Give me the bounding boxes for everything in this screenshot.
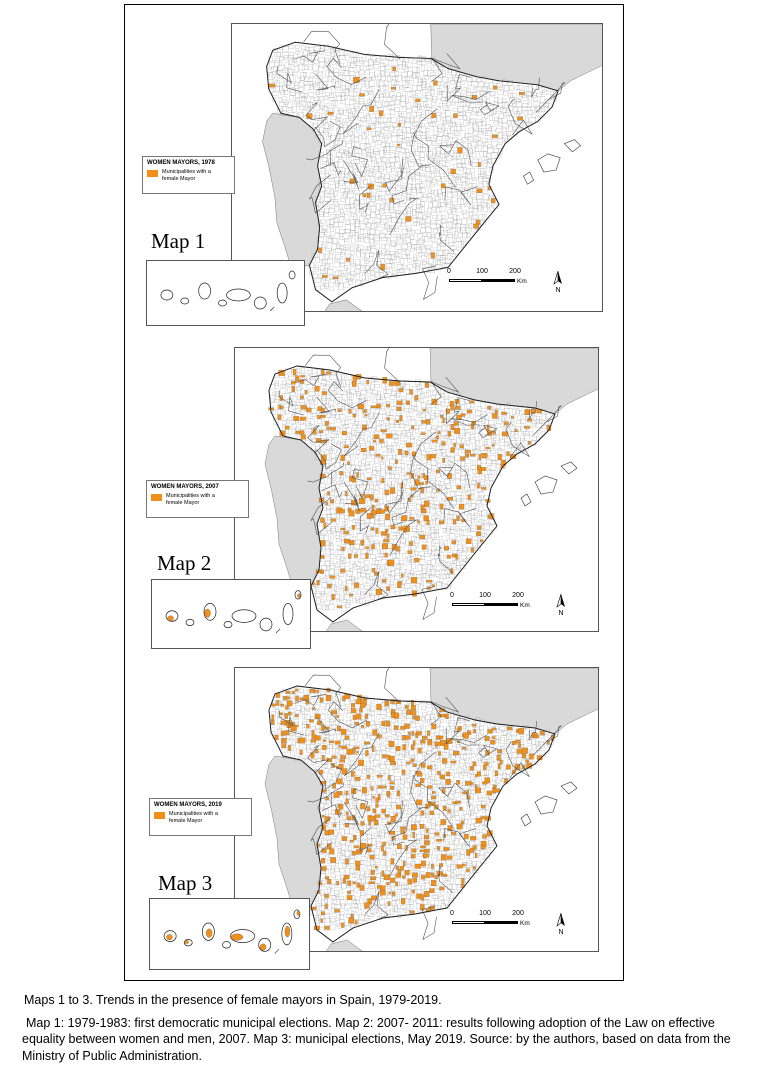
map-1-legend: WOMEN MAYORS, 1978 Municipalities with a… [142, 156, 235, 194]
north-label: N [558, 929, 564, 936]
map-1-spain [262, 24, 602, 311]
legend-item-label: Municipalities with a female Mayor [169, 811, 218, 824]
canary-island [226, 288, 251, 302]
province-borders [278, 348, 563, 621]
map-1-scale-bar: 0 100 200 Km [447, 268, 539, 290]
legend-title: WOMEN MAYORS, 2019 [154, 802, 222, 808]
female-mayor-municipalities [268, 369, 551, 608]
canary-island [288, 270, 296, 280]
female-mayor-municipalities [271, 687, 554, 931]
scale-bar-white [449, 279, 482, 282]
figure-frame: WOMEN MAYORS, 1978 Municipalities with a… [124, 4, 624, 981]
canary-island [231, 609, 257, 623]
canary-islands-map [163, 909, 301, 954]
balearic-island [520, 493, 532, 507]
portugal-landmass [262, 112, 322, 268]
scale-bar-black [485, 921, 518, 924]
legend-title: WOMEN MAYORS, 2007 [151, 484, 219, 490]
balearic-island [534, 795, 558, 815]
scale-unit: Km [517, 278, 527, 285]
balearic-island [520, 813, 532, 827]
balearic-island [537, 153, 561, 173]
scale-tick: 0 [447, 268, 451, 275]
scale-tick: 200 [509, 268, 521, 275]
figure-caption: Maps 1 to 3. Trends in the presence of f… [22, 992, 747, 1064]
municipality-borders [269, 687, 555, 931]
map-2-north-arrow: N [555, 593, 567, 617]
legend-title: WOMEN MAYORS, 1978 [147, 160, 215, 166]
legend-item-label: Municipalities with a female Mayor [166, 493, 215, 506]
balearic-island [523, 171, 535, 185]
caption-title: Maps 1 to 3. Trends in the presence of f… [24, 993, 442, 1007]
africa-landmass [326, 939, 363, 951]
scale-tick: 100 [476, 268, 488, 275]
scale-tick: 200 [512, 592, 524, 599]
map-2-legend: WOMEN MAYORS, 2007 Municipalities with a… [146, 480, 249, 518]
scale-unit: Km [520, 602, 530, 609]
canary-island [218, 299, 227, 307]
scale-bar-white [452, 921, 485, 924]
scale-tick: 0 [450, 592, 454, 599]
balearic-island [534, 475, 558, 495]
scale-tick: 0 [450, 910, 454, 917]
portugal-landmass [264, 435, 324, 589]
canary-island [253, 296, 267, 310]
map-3-spain [264, 668, 598, 951]
canary-island [223, 620, 233, 629]
map-2-title: Map 2 [157, 551, 212, 575]
canary-island [160, 289, 174, 301]
province-borders [276, 24, 566, 300]
map-3-panel [234, 667, 599, 952]
scale-tick: 200 [512, 910, 524, 917]
canary-island [180, 297, 190, 305]
canary-island [282, 602, 294, 625]
municipality-borders [268, 367, 553, 612]
legend-swatch [147, 170, 158, 177]
balearic-island [560, 461, 578, 475]
africa-landmass [326, 619, 363, 631]
female-mayor-municipalities [269, 66, 525, 279]
map-3-title: Map 3 [158, 871, 213, 895]
scale-tick: 100 [479, 910, 491, 917]
canary-island [198, 282, 211, 300]
africa-landmass [324, 299, 363, 311]
map-1-title: Map 1 [151, 229, 206, 253]
scale-bar-black [485, 603, 518, 606]
scale-bar-white [452, 603, 485, 606]
scale-unit: Km [520, 920, 530, 927]
map-1-north-arrow: N [552, 270, 564, 294]
north-arrow-icon [556, 593, 565, 608]
canary-islands-map [160, 270, 296, 312]
legend-item-label: Municipalities with a female Mayor [162, 169, 211, 182]
canary-island [276, 282, 288, 304]
portugal-landmass [264, 755, 324, 909]
map-3-north-arrow: N [555, 912, 567, 936]
legend-swatch [154, 812, 165, 819]
canary-island [259, 617, 273, 632]
canary-islands-map [165, 590, 302, 634]
province-borders [278, 668, 563, 941]
north-label: N [558, 610, 564, 617]
scale-bar-black [482, 279, 515, 282]
canary-island [222, 941, 231, 949]
legend-swatch [151, 494, 162, 501]
map-2-spain [264, 348, 598, 631]
balearic-island [560, 781, 578, 795]
map-2-scale-bar: 0 100 200 Km [450, 592, 542, 614]
map-3-canary-inset [149, 898, 310, 970]
map-1-canary-inset [146, 260, 305, 326]
canary-island [185, 618, 195, 626]
caption-notes: Map 1: 1979-1983: first democratic munic… [22, 1015, 731, 1063]
scale-tick: 100 [479, 592, 491, 599]
north-arrow-icon [553, 270, 562, 285]
north-arrow-icon [556, 912, 565, 927]
map-3-scale-bar: 0 100 200 Km [450, 910, 542, 932]
map-2-canary-inset [151, 579, 311, 649]
map-3-legend: WOMEN MAYORS, 2019 Municipalities with a… [149, 798, 252, 836]
north-label: N [555, 287, 561, 294]
balearic-island [563, 139, 582, 153]
